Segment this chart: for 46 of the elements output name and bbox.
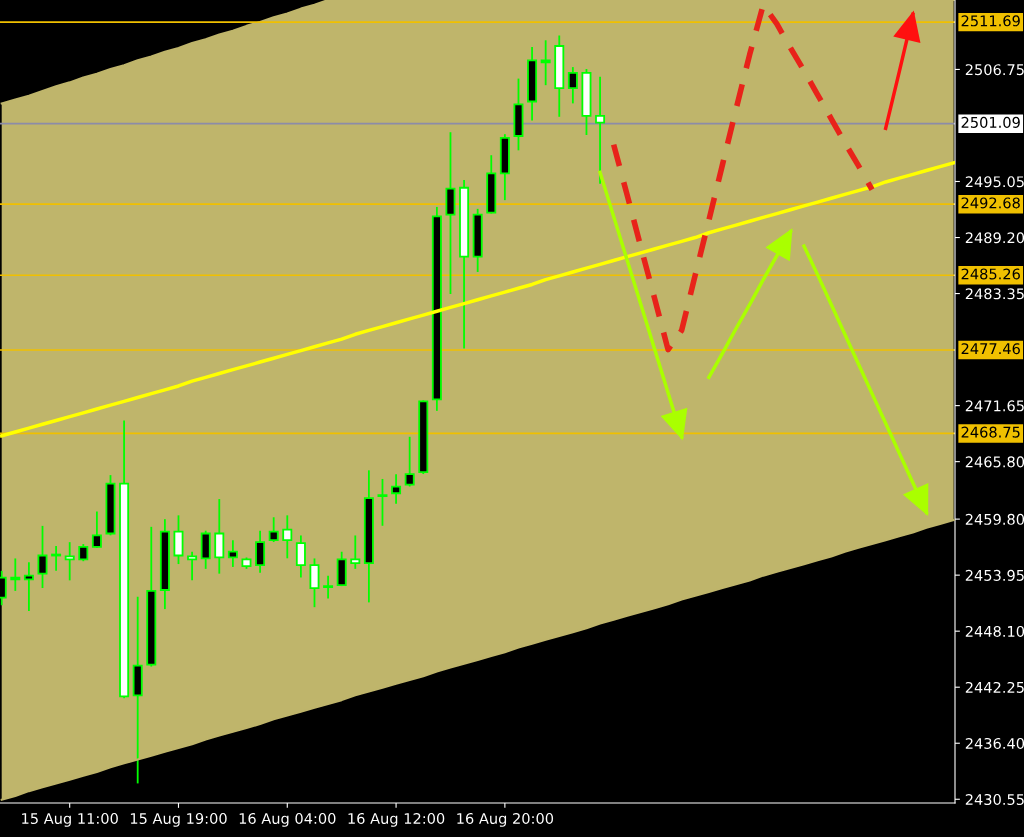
y-tick-label: 2465.80 bbox=[965, 456, 1024, 468]
y-tick-label: 2483.35 bbox=[965, 288, 1024, 300]
candlestick bbox=[23, 562, 34, 612]
x-tick-label: 16 Aug 20:00 bbox=[457, 812, 554, 827]
ref-line-label: 2468.75 bbox=[961, 426, 1020, 438]
line-series bbox=[0, 161, 955, 438]
y-tick-label: 2436.40 bbox=[965, 737, 1024, 749]
candlestick bbox=[309, 558, 320, 608]
candlestick bbox=[64, 542, 75, 581]
x-tick-label: 15 Aug 11:00 bbox=[22, 812, 118, 827]
candlestick bbox=[391, 474, 402, 504]
candlestick bbox=[323, 575, 334, 599]
candlestick bbox=[37, 525, 48, 589]
y-tick-label: 2430.55 bbox=[965, 793, 1024, 806]
candlestick bbox=[350, 535, 361, 569]
x-tick-label: 16 Aug 12:00 bbox=[348, 812, 445, 827]
x-tick-label: 15 Aug 19:00 bbox=[130, 812, 227, 827]
y-tick-label: 2506.75 bbox=[965, 64, 1024, 76]
y-tick-label: 2489.20 bbox=[965, 232, 1024, 244]
candlestick bbox=[404, 436, 415, 487]
candlestick bbox=[595, 76, 606, 184]
candlestick bbox=[214, 499, 225, 574]
candlestick bbox=[282, 515, 293, 559]
line-series bbox=[707, 230, 793, 380]
candlestick bbox=[255, 530, 266, 573]
candlestick bbox=[91, 511, 102, 548]
y-tick-label: 2459.80 bbox=[965, 513, 1024, 525]
y-tick-label: 2471.65 bbox=[965, 400, 1024, 412]
ref-line-label: 2501.09 bbox=[961, 116, 1020, 128]
ref-line-label: 2477.46 bbox=[961, 343, 1020, 355]
candlestick bbox=[268, 517, 279, 543]
y-tick-label: 2442.25 bbox=[965, 681, 1024, 693]
x-tick-label: 16 Aug 04:00 bbox=[239, 812, 336, 827]
candlestick bbox=[540, 40, 551, 86]
candlestick bbox=[227, 540, 238, 567]
ref-line-label: 2511.69 bbox=[961, 15, 1020, 27]
y-tick-label: 2495.05 bbox=[965, 176, 1024, 188]
candlestick bbox=[187, 551, 198, 581]
candlestick bbox=[295, 535, 306, 578]
candlestick bbox=[377, 478, 388, 526]
line-series bbox=[802, 244, 929, 515]
ref-line-label: 2492.68 bbox=[961, 197, 1020, 209]
ref-line-label: 2485.26 bbox=[961, 268, 1020, 280]
y-tick-label: 2453.95 bbox=[965, 569, 1024, 581]
candlestick bbox=[567, 67, 578, 104]
y-tick-label: 2448.10 bbox=[965, 625, 1024, 637]
